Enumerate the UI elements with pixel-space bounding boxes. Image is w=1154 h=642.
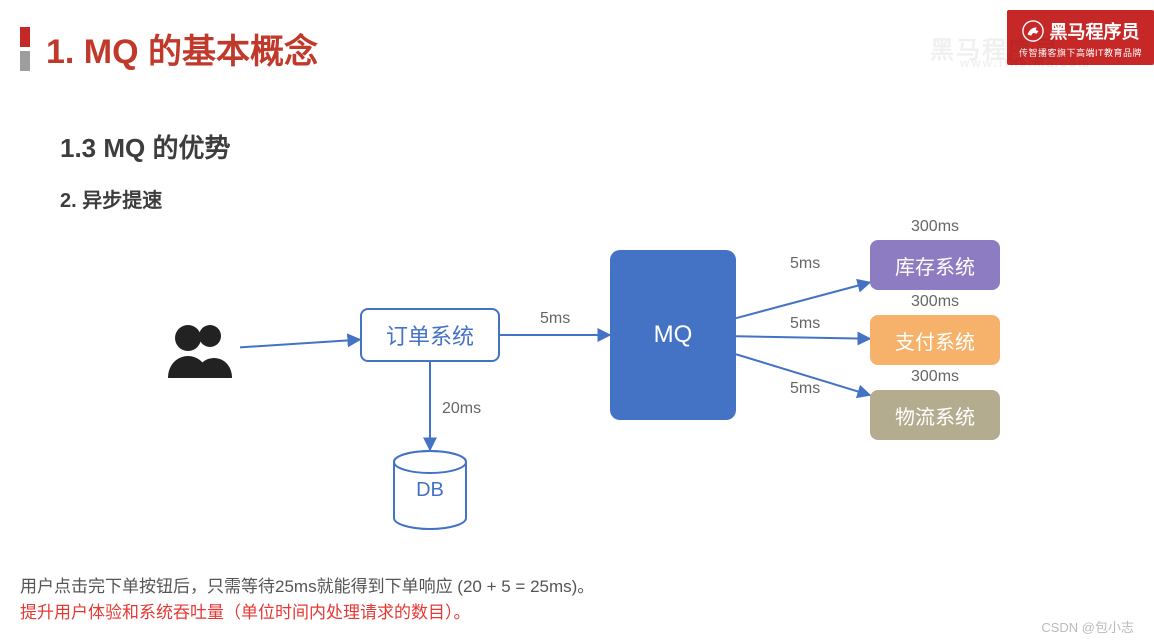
subtitle: 1.3 MQ 的优势 — [60, 128, 230, 165]
logistics-node: 物流系统 — [870, 390, 1000, 440]
header: 1. MQ 的基本概念 — [20, 24, 318, 73]
user-icon — [160, 320, 240, 385]
inventory-node: 库存系统 — [870, 240, 1000, 290]
brand-name: 黑马程序员 — [1050, 18, 1140, 44]
watermark-csdn: CSDN @包小志 — [1041, 617, 1134, 636]
payment-node: 支付系统 — [870, 315, 1000, 365]
accent-icon — [20, 27, 30, 71]
page-title: 1. MQ 的基本概念 — [46, 24, 318, 73]
inventory-latency-label: 300ms — [911, 218, 959, 236]
mq-node: MQ — [610, 250, 736, 420]
edge-label-order-mq: 5ms — [540, 310, 570, 328]
logistics-latency-label: 300ms — [911, 368, 959, 386]
order-node: 订单系统 — [360, 308, 500, 362]
edge-label-order-db: 20ms — [442, 400, 481, 418]
db-node: DB — [390, 450, 470, 530]
footer-line-1: 用户点击完下单按钮后，只需等待25ms就能得到下单响应 (20 + 5 = 25… — [20, 572, 594, 597]
edge-user-order — [240, 340, 360, 348]
footer-line-2: 提升用户体验和系统吞吐量（单位时间内处理请求的数目）。 — [20, 598, 471, 623]
watermark-url: www.itheima.com — [960, 56, 1091, 70]
edge-label-mq-logistics: 5ms — [790, 380, 820, 398]
edge-mq-payment — [736, 336, 870, 339]
flowchart: 订单系统 MQ 库存系统 300ms 支付系统 300ms 物流系统 300ms DB 5ms 2… — [0, 200, 1154, 540]
edge-label-mq-payment: 5ms — [790, 315, 820, 333]
edge-label-mq-inventory: 5ms — [790, 255, 820, 273]
payment-latency-label: 300ms — [911, 293, 959, 311]
edge-mq-inventory — [736, 282, 870, 318]
